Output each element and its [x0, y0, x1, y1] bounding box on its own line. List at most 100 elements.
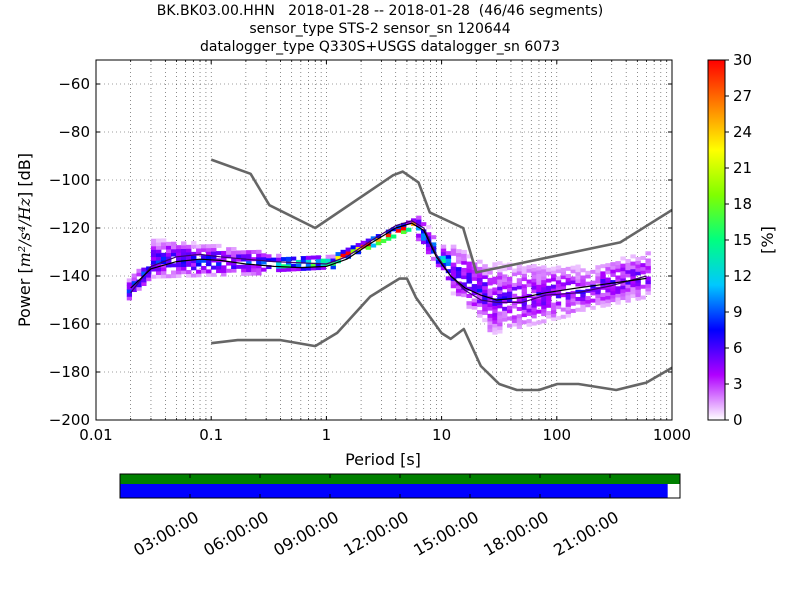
- density-cell: [492, 280, 498, 285]
- density-cell: [315, 262, 322, 267]
- density-cell: [516, 281, 523, 286]
- density-cell: [605, 302, 611, 307]
- density-cell: [541, 290, 547, 295]
- density-cell: [466, 272, 473, 277]
- density-cell: [487, 313, 493, 318]
- density-cell: [425, 225, 432, 230]
- density-cell: [521, 266, 527, 271]
- density-cell: [150, 238, 157, 243]
- density-cell: [146, 277, 152, 282]
- density-cell: [221, 265, 227, 270]
- density-cell: [295, 263, 302, 268]
- density-cell: [231, 268, 237, 273]
- density-cell: [226, 261, 232, 266]
- density-cell: [476, 288, 483, 293]
- density-cell: [546, 300, 552, 305]
- density-cell: [405, 220, 412, 225]
- density-cell: [211, 244, 217, 249]
- density-cell: [165, 252, 172, 257]
- density-cell: [226, 247, 232, 252]
- density-cell: [476, 313, 483, 318]
- density-cell: [191, 244, 197, 249]
- density-cell: [455, 256, 462, 261]
- density-cell: [600, 300, 606, 305]
- density-cell: [511, 315, 518, 320]
- density-cell: [506, 280, 513, 285]
- density-cell: [511, 293, 518, 298]
- density-cell: [416, 233, 422, 238]
- density-cell: [550, 273, 557, 278]
- density-cell: [585, 274, 591, 279]
- density-cell: [580, 297, 586, 302]
- x-tick-label: 1: [322, 426, 332, 444]
- density-cell: [541, 283, 547, 288]
- density-cell: [575, 282, 581, 287]
- density-cell: [531, 303, 537, 308]
- density-cell: [330, 265, 336, 270]
- density-cell: [246, 250, 252, 255]
- density-cell: [575, 271, 581, 276]
- density-cell: [531, 278, 537, 283]
- density-cell: [170, 263, 177, 268]
- density-cell: [261, 260, 267, 265]
- density-cell: [256, 253, 262, 258]
- density-cell: [536, 309, 542, 314]
- x-tick-label: 100: [542, 426, 571, 444]
- density-cell: [536, 266, 542, 271]
- density-cell: [580, 268, 586, 273]
- density-cell: [295, 267, 302, 272]
- density-cell: [425, 243, 432, 248]
- density-cell: [440, 266, 447, 271]
- mode-curve: [130, 220, 647, 303]
- density-cell: [221, 272, 227, 277]
- density-cell: [256, 264, 262, 269]
- density-cell: [126, 292, 133, 297]
- density-cell: [482, 292, 488, 297]
- density-cell: [497, 282, 503, 287]
- density-cell: [380, 239, 387, 244]
- density-cell: [211, 247, 217, 252]
- density-cell: [497, 279, 503, 284]
- density-cell: [211, 251, 217, 256]
- density-cell: [461, 257, 467, 262]
- density-cell: [590, 291, 596, 296]
- density-cell: [155, 263, 162, 268]
- density-cell: [455, 274, 462, 279]
- density-cell: [461, 267, 467, 272]
- density-cell: [502, 278, 508, 283]
- density-cell: [541, 272, 547, 277]
- density-cell: [645, 287, 651, 292]
- density-cell: [246, 253, 252, 258]
- density-cell: [615, 297, 621, 302]
- density-cell: [625, 262, 631, 267]
- density-cell: [502, 267, 508, 272]
- density-cell: [150, 249, 157, 254]
- density-cell: [466, 294, 473, 298]
- density-cell: [335, 255, 341, 260]
- density-cell: [246, 271, 252, 276]
- colorbar-ticks: 0 3 6 9 12 15 18 21 24 27 30: [725, 51, 752, 429]
- density-cell: [502, 314, 508, 319]
- density-cell: [630, 290, 636, 295]
- density-cell: [455, 288, 462, 293]
- density-cell: [201, 255, 207, 260]
- density-cell: [221, 268, 227, 273]
- density-cell: [186, 244, 192, 249]
- density-cell: [610, 272, 616, 277]
- colorbar: [707, 59, 726, 421]
- mean-curve: [130, 222, 647, 301]
- density-cell: [231, 254, 237, 259]
- density-cell: [635, 256, 641, 261]
- y-axis-ticks: −60 −80 −100 −120 −140 −160 −180 −200: [49, 75, 672, 429]
- density-cell: [600, 274, 606, 279]
- density-cell: [585, 281, 591, 286]
- density-cell: [455, 259, 462, 264]
- density-cell: [502, 281, 508, 286]
- density-cell: [521, 291, 527, 296]
- density-cell: [450, 284, 457, 289]
- density-cell: [620, 281, 626, 286]
- density-cell: [191, 273, 197, 278]
- density-cell: [506, 298, 513, 303]
- density-cell: [506, 291, 513, 296]
- density-cell: [165, 263, 172, 268]
